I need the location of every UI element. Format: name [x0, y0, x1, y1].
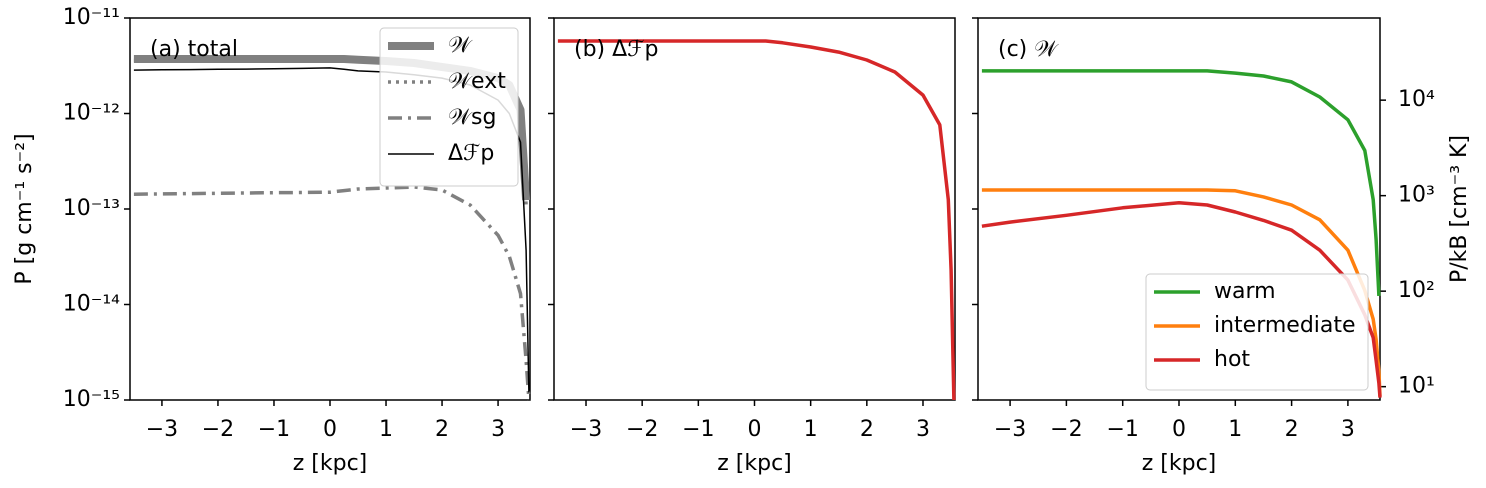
legend-label: warm [1214, 279, 1276, 304]
y-axis-label: P [g cm⁻¹ s⁻²] [12, 133, 37, 284]
y-tick-label: 10⁻¹¹ [63, 5, 120, 30]
x-tick-label: −1 [258, 417, 290, 442]
legend-label: Δℱp [448, 141, 494, 166]
y-tick-label: 10⁻¹² [63, 101, 120, 126]
x-tick-label: −1 [1106, 417, 1138, 442]
y-tick-label: 10⁻¹³ [63, 196, 120, 221]
x-tick-label: −3 [570, 417, 602, 442]
x-tick-label: 1 [804, 417, 818, 442]
x-tick-label: −2 [1050, 417, 1082, 442]
x-tick-label: 1 [379, 417, 393, 442]
legend-label: 𝒲 [448, 33, 473, 58]
x-tick-label: 2 [1285, 417, 1299, 442]
x-tick-label: −3 [146, 417, 178, 442]
series-line [981, 201, 1382, 398]
x-tick-label: 0 [748, 417, 762, 442]
y2-tick-label: 10² [1398, 278, 1435, 303]
x-tick-label: 0 [1172, 417, 1186, 442]
legend-label: 𝒲sg [448, 105, 496, 130]
x-tick-label: −1 [682, 417, 714, 442]
legend-label: intermediate [1214, 313, 1356, 338]
legend-label: 𝒲ext [448, 69, 506, 94]
x-tick-label: 2 [435, 417, 449, 442]
x-tick-label: −3 [994, 417, 1026, 442]
panel-annotation: (b) Δℱp [574, 37, 658, 62]
y-tick-label: 10⁻¹⁵ [63, 387, 120, 412]
x-axis-label: z [kpc] [293, 451, 368, 476]
panel-frame [553, 17, 956, 401]
panel-annotation: (c) 𝒲 [998, 37, 1059, 62]
x-tick-label: −2 [626, 417, 658, 442]
x-tick-label: −2 [202, 417, 234, 442]
y2-tick-label: 10⁴ [1398, 87, 1435, 112]
series-line [557, 39, 956, 401]
series-line [981, 188, 1382, 397]
legend-label: hot [1214, 347, 1250, 372]
y2-tick-label: 10¹ [1398, 374, 1435, 399]
x-tick-label: 3 [916, 417, 930, 442]
series-line [133, 185, 531, 401]
legend-box [1145, 273, 1369, 391]
legend-box [379, 27, 519, 187]
y2-axis-label: P/kB [cm⁻³ K] [1447, 135, 1472, 283]
x-tick-label: 3 [491, 417, 505, 442]
x-tick-label: 0 [323, 417, 337, 442]
y2-tick-label: 10³ [1398, 183, 1435, 208]
x-tick-label: 1 [1228, 417, 1242, 442]
y-tick-label: 10⁻¹⁴ [63, 292, 120, 317]
series-line [981, 69, 1381, 296]
x-tick-label: 2 [860, 417, 874, 442]
panel-annotation: (a) total [150, 37, 238, 62]
x-tick-label: 3 [1341, 417, 1355, 442]
x-axis-label: z [kpc] [717, 451, 792, 476]
x-axis-label: z [kpc] [1142, 451, 1217, 476]
